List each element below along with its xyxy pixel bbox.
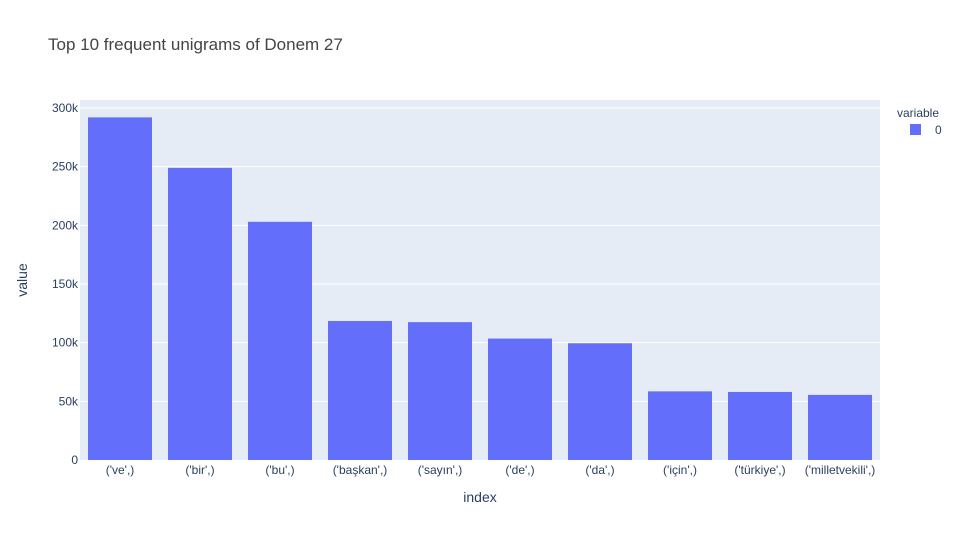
- y-tick-label: 0: [71, 453, 78, 467]
- x-tick-label: ('başkan',): [333, 463, 388, 477]
- x-tick-label: ('de',): [505, 463, 534, 477]
- legend-title: variable: [897, 106, 939, 120]
- y-tick-label: 50k: [59, 394, 79, 408]
- x-axis-label: index: [463, 489, 496, 505]
- y-tick-label: 150k: [52, 277, 79, 291]
- y-tick-label: 100k: [52, 336, 79, 350]
- legend-swatch: [910, 124, 921, 135]
- y-tick-label: 200k: [52, 218, 79, 232]
- bar[interactable]: [728, 391, 792, 460]
- legend-item-label: 0: [935, 123, 942, 137]
- x-tick-label: ('sayın',): [418, 463, 463, 477]
- y-tick-label: 250k: [52, 160, 79, 174]
- x-tick-label: ('bu',): [265, 463, 294, 477]
- bars: [88, 117, 872, 461]
- x-tick-label: ('bir',): [185, 463, 214, 477]
- bar[interactable]: [568, 343, 632, 460]
- y-tick-labels: 0 50k 100k 150k 200k 250k 300k: [52, 101, 79, 467]
- bar[interactable]: [248, 221, 312, 460]
- legend: variable 0: [897, 106, 942, 137]
- y-tick-label: 300k: [52, 101, 79, 115]
- bar[interactable]: [168, 167, 232, 460]
- chart-title: Top 10 frequent unigrams of Donem 27: [48, 35, 343, 54]
- x-tick-label: ('için',): [663, 463, 697, 477]
- bar[interactable]: [88, 117, 152, 461]
- x-tick-label: ('da',): [585, 463, 614, 477]
- x-tick-label: ('türkiye',): [734, 463, 785, 477]
- bar[interactable]: [488, 338, 552, 460]
- x-tick-label: ('ve',): [106, 463, 135, 477]
- x-tick-label: ('milletvekili',): [805, 463, 876, 477]
- bar[interactable]: [808, 394, 872, 460]
- bar[interactable]: [408, 322, 472, 460]
- bar[interactable]: [328, 320, 392, 460]
- bar[interactable]: [648, 391, 712, 460]
- x-tick-labels: ('ve',) ('bir',) ('bu',) ('başkan',) ('sayın…: [106, 463, 876, 477]
- y-axis-label: value: [14, 263, 30, 297]
- legend-item[interactable]: 0: [910, 123, 942, 137]
